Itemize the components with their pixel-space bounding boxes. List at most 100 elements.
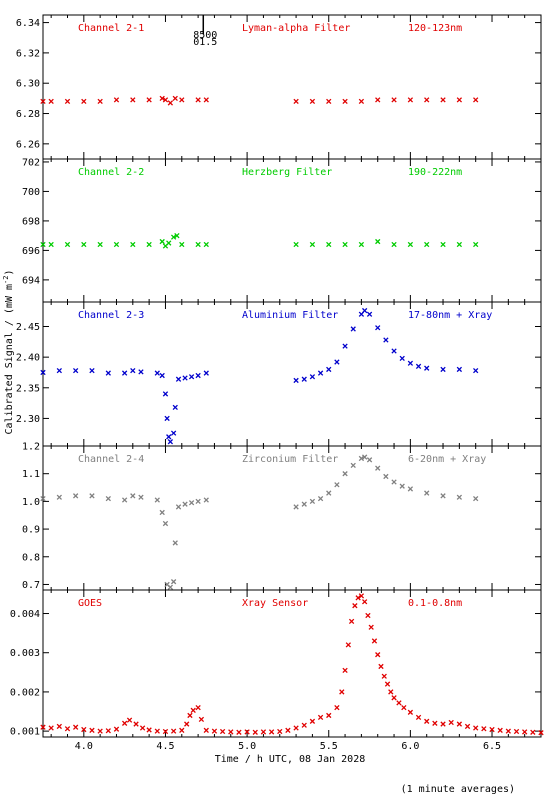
data-point	[89, 727, 95, 733]
data-point	[190, 707, 196, 714]
panel-left-label: Channel 2-1	[78, 23, 144, 34]
data-point	[358, 593, 365, 599]
panel-right-label: 0.1-0.8nm	[408, 598, 462, 609]
panel-right-label: 17-80nm + Xray	[408, 310, 492, 321]
data-point	[326, 98, 332, 105]
y-tick-label: 6.32	[16, 48, 40, 59]
data-point	[252, 729, 258, 735]
data-point	[375, 465, 381, 471]
data-point	[342, 667, 348, 674]
data-point	[81, 726, 87, 733]
data-point	[407, 486, 414, 492]
data-point	[415, 714, 422, 721]
y-tick-label: 1.1	[22, 469, 40, 480]
data-point	[48, 98, 54, 105]
data-point	[56, 494, 62, 500]
data-point	[203, 370, 209, 376]
data-point	[513, 728, 520, 735]
data-point	[211, 728, 218, 734]
x-tick-label: 4.0	[75, 741, 93, 752]
data-point	[301, 501, 307, 507]
data-point	[72, 724, 79, 730]
data-point	[182, 501, 188, 507]
data-point	[97, 241, 103, 248]
data-point	[179, 241, 185, 248]
data-point	[383, 337, 389, 343]
data-point	[154, 497, 160, 503]
panel-5: 0.001 0.002 0.003 0.004 4.0 4.5 5.0 5.5 6.0 6.5 GO…	[10, 589, 544, 752]
data-point	[260, 729, 267, 735]
x-tick-label: 5.0	[238, 741, 256, 752]
data-point	[105, 370, 111, 376]
data-point	[162, 391, 169, 397]
data-point	[326, 366, 332, 373]
y-tick-label: 2.40	[16, 353, 40, 364]
data-point	[81, 98, 87, 105]
y-tick-label: 1.0	[22, 497, 40, 508]
data-point	[164, 415, 170, 422]
data-point	[464, 723, 471, 730]
data-point	[424, 365, 430, 371]
panel-mid-label: Zirconium Filter	[242, 454, 338, 465]
data-point	[358, 98, 365, 105]
data-point	[473, 367, 479, 374]
y-tick-label: 698	[22, 216, 40, 227]
data-point	[159, 95, 165, 102]
data-point	[505, 728, 512, 734]
data-point	[159, 509, 165, 516]
data-point	[407, 709, 414, 715]
data-point	[334, 482, 340, 488]
panel-mid-label: Lyman-alpha Filter	[242, 23, 350, 34]
data-point	[188, 500, 195, 506]
data-point	[415, 363, 422, 370]
data-point	[309, 498, 316, 505]
data-point	[378, 663, 384, 670]
data-point	[342, 471, 348, 477]
data-point	[166, 240, 172, 246]
data-point	[159, 238, 165, 245]
panel-frame	[42, 301, 542, 447]
y-tick-label: 702	[22, 157, 40, 168]
data-point	[391, 479, 397, 485]
data-point	[64, 241, 71, 248]
panel-left-label: Channel 2-4	[78, 454, 144, 465]
data-point	[198, 716, 205, 723]
data-point	[139, 725, 146, 731]
data-point	[130, 97, 136, 103]
data-point	[195, 97, 201, 103]
panel-mid-label: Herzberg Filter	[242, 167, 332, 178]
y-tick-label: 0.004	[10, 609, 40, 620]
data-point	[56, 367, 62, 374]
data-point	[105, 495, 111, 502]
data-point	[138, 369, 144, 375]
data-point	[342, 343, 348, 349]
data-point	[293, 504, 299, 510]
data-point	[203, 497, 209, 503]
y-tick-label: 700	[22, 187, 40, 198]
data-point	[399, 483, 405, 489]
data-point	[522, 729, 528, 735]
data-point	[473, 725, 479, 731]
data-point	[348, 618, 355, 625]
data-point	[154, 728, 160, 734]
data-point	[317, 370, 324, 376]
y-tick-label: 0.9	[22, 525, 40, 536]
data-point	[342, 98, 348, 105]
data-point	[187, 712, 193, 719]
data-point	[456, 721, 463, 727]
data-point	[301, 722, 307, 728]
data-point	[89, 493, 95, 499]
data-point	[167, 584, 174, 590]
data-point	[391, 97, 397, 103]
data-point	[424, 718, 430, 724]
panel-mid-label: Aluminium Filter	[242, 310, 338, 321]
data-point	[530, 729, 536, 735]
data-point	[40, 241, 46, 248]
data-point	[355, 595, 361, 601]
data-point	[456, 494, 463, 500]
data-point	[236, 729, 242, 735]
y-tick-label: 6.28	[16, 109, 40, 120]
data-point	[228, 729, 234, 735]
y-tick-label: 0.003	[10, 648, 40, 659]
data-point	[48, 725, 54, 731]
